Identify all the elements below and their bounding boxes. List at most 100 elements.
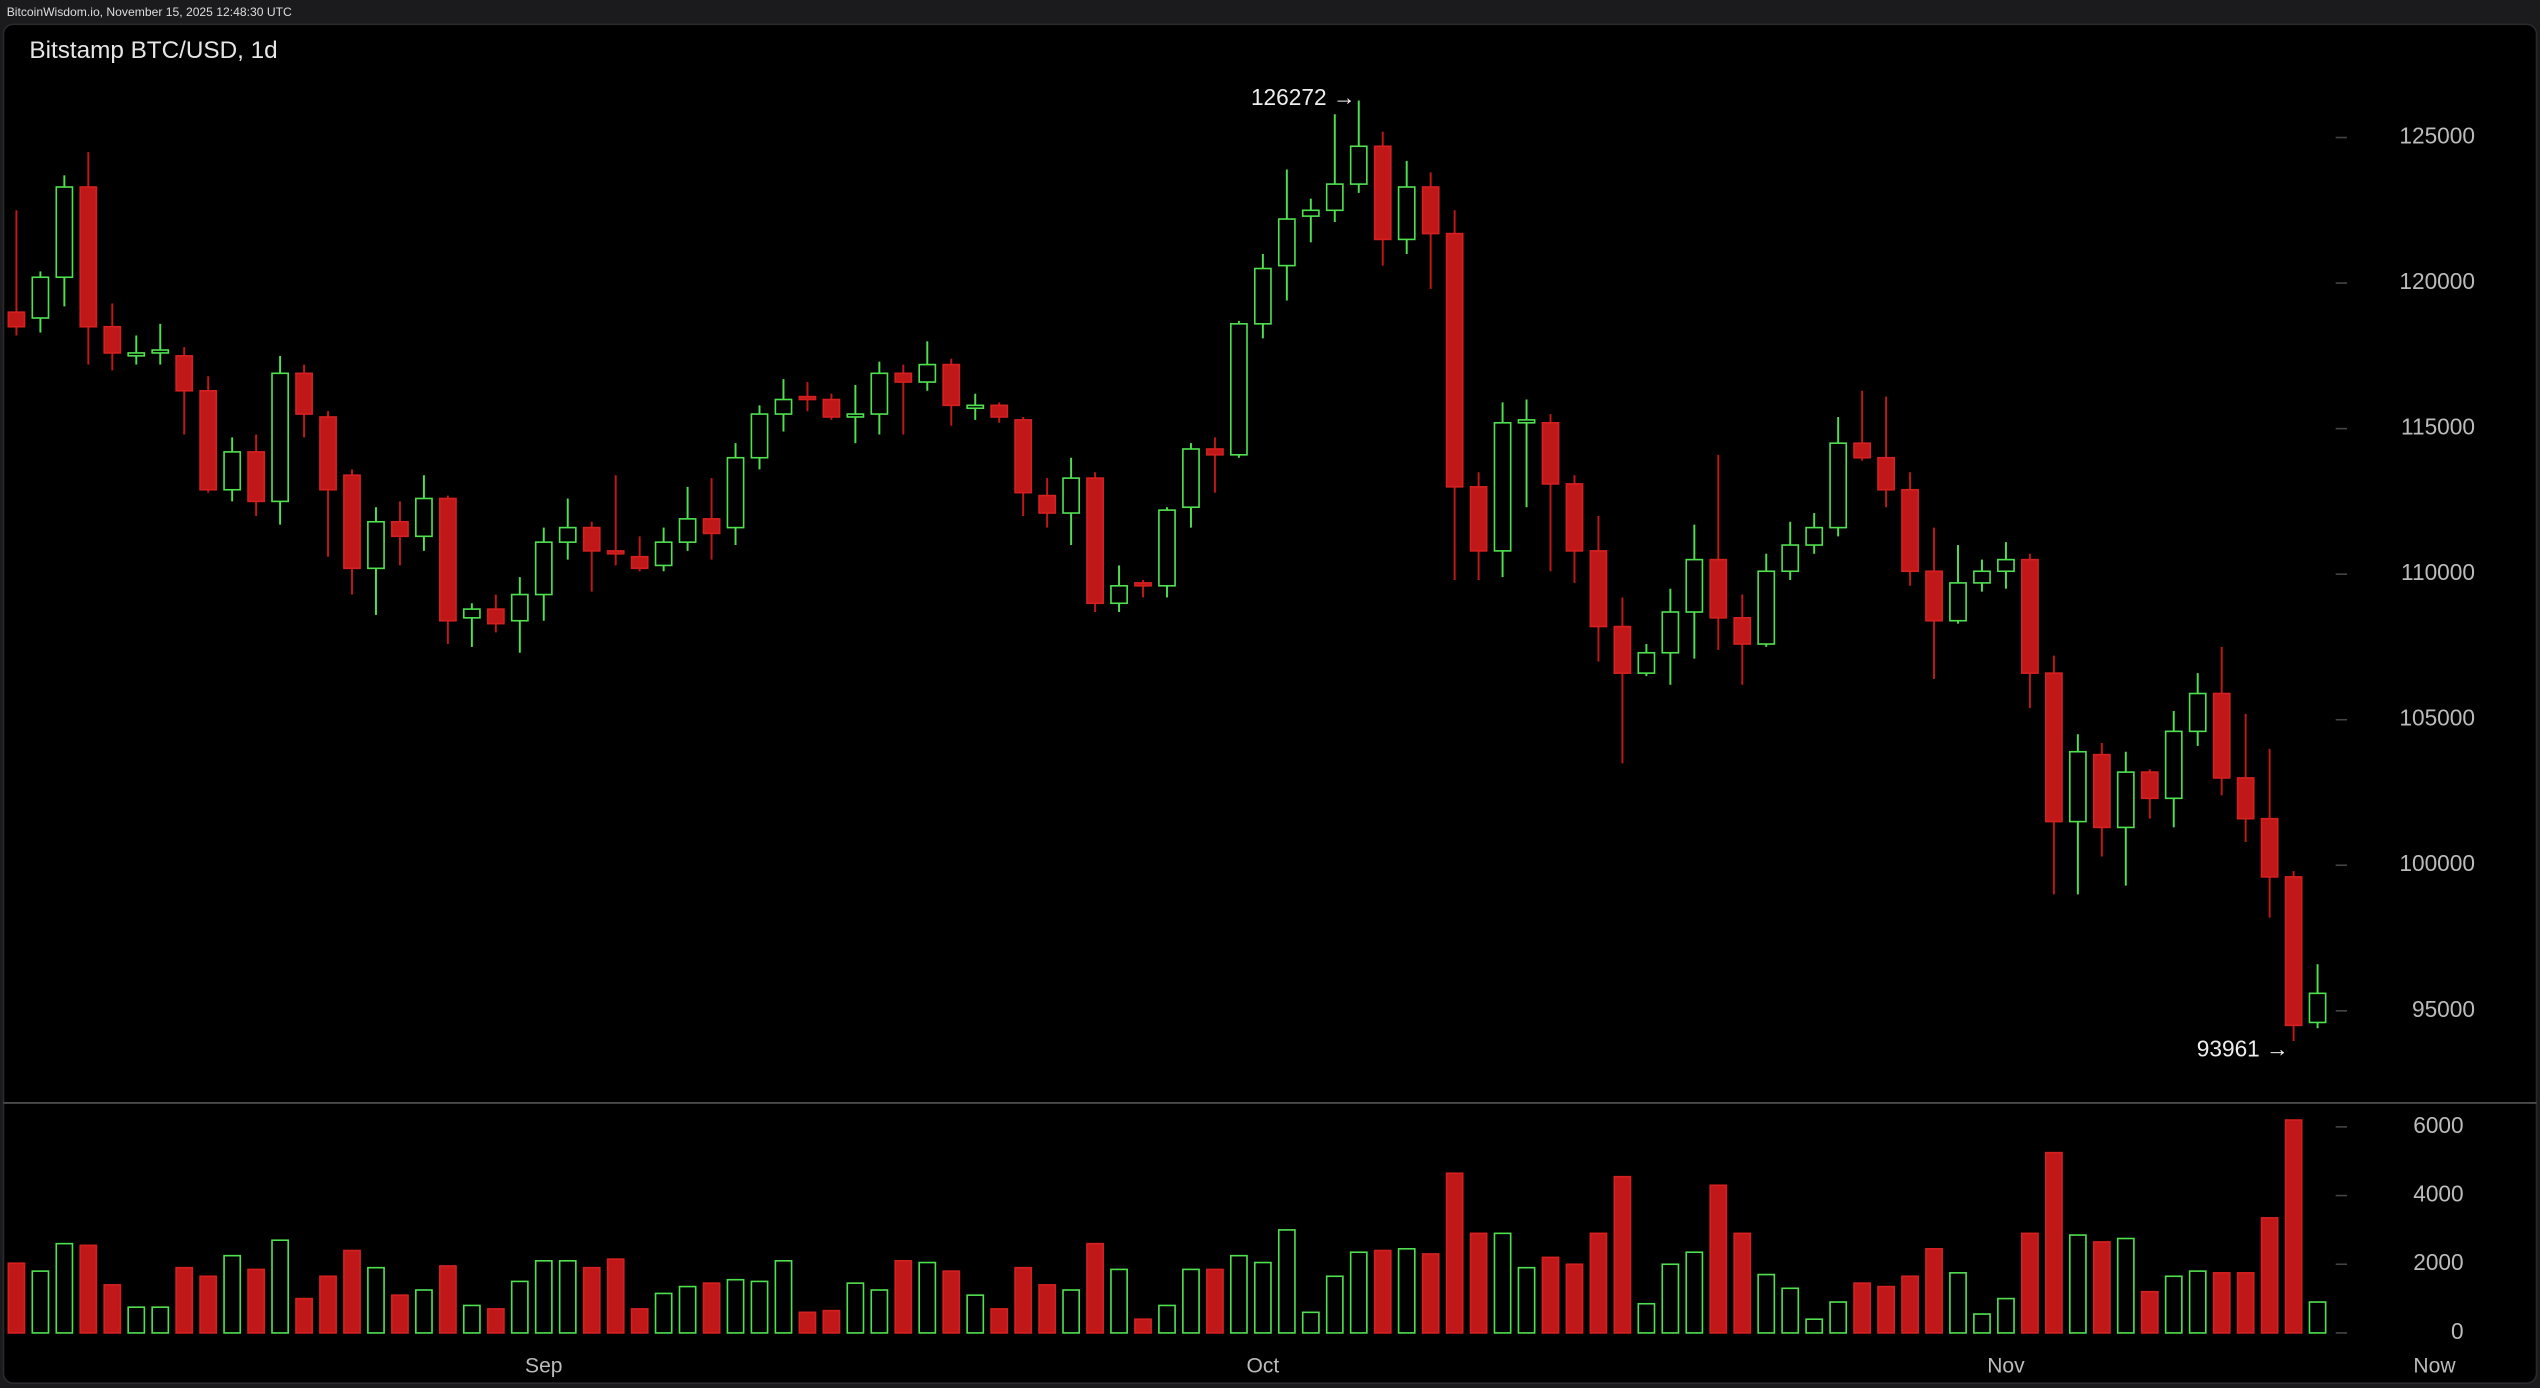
volume-bar	[127, 1306, 146, 1334]
volume-bar	[1829, 1301, 1848, 1334]
candle-body	[1997, 558, 2015, 573]
volume-bar	[2164, 1275, 2183, 1334]
candle-body	[367, 520, 385, 570]
candle-body	[2260, 817, 2279, 878]
volume-bar	[1517, 1266, 1536, 1334]
candle-body	[1182, 448, 1200, 509]
candle-body	[391, 520, 409, 538]
volume-bar	[1613, 1175, 1632, 1334]
volume-bar	[1014, 1266, 1033, 1334]
volume-bar	[438, 1265, 457, 1334]
candle-body	[2092, 753, 2111, 829]
candle-body	[1709, 558, 1728, 619]
candle-body	[1781, 544, 1800, 573]
volume-bar	[1038, 1284, 1057, 1334]
volume-bar	[1229, 1254, 1248, 1334]
volume-bar	[2260, 1217, 2279, 1334]
volume-bar	[2212, 1272, 2231, 1334]
candle-body	[1373, 145, 1392, 241]
volume-tick-label: 4000	[2413, 1181, 2463, 1207]
candle-body	[1206, 448, 1224, 456]
candle-body	[2236, 777, 2255, 820]
candle-body	[870, 372, 889, 415]
candle-body	[295, 372, 313, 415]
volume-bar	[654, 1292, 673, 1334]
candle-body	[103, 325, 122, 354]
candle-body	[1421, 186, 1440, 235]
candle-body	[1901, 488, 1919, 573]
volume-bar	[1301, 1311, 1320, 1334]
volume-bar	[1373, 1249, 1392, 1334]
volume-bar	[1997, 1297, 2015, 1334]
candle-body	[702, 518, 721, 535]
candle-body	[726, 456, 745, 529]
volume-bar	[1565, 1263, 1584, 1334]
y-tick-label: 110000	[2401, 559, 2475, 585]
candle-body	[271, 372, 290, 503]
candle-body	[1253, 267, 1272, 325]
volume-bar	[199, 1275, 218, 1334]
candle-body	[1733, 617, 1752, 645]
y-tick-label: 115000	[2401, 414, 2475, 440]
volume-bar	[1973, 1313, 1991, 1334]
volume-tick-label: 0	[2451, 1318, 2464, 1344]
volume-bar	[990, 1308, 1009, 1334]
candle-body	[415, 497, 433, 538]
volume-bar	[846, 1282, 865, 1334]
candle-body	[486, 608, 505, 625]
chart-panel	[2, 23, 2538, 1384]
candle-body	[894, 372, 913, 383]
candle-body	[1229, 323, 1248, 456]
candle-body	[918, 363, 937, 383]
candle-body	[750, 413, 769, 459]
volume-bar	[1325, 1275, 1344, 1334]
candle-body	[1853, 442, 1872, 459]
candle-body	[1877, 456, 1896, 491]
volume-bar	[1925, 1247, 1943, 1334]
candle-body	[2212, 692, 2231, 779]
candle-body	[822, 398, 841, 418]
volume-bar	[1469, 1232, 1488, 1334]
volume-bar	[726, 1278, 745, 1334]
candle-body	[2068, 750, 2087, 823]
volume-bar	[918, 1261, 937, 1334]
volume-bar	[2044, 1151, 2063, 1334]
volume-bar	[1277, 1229, 1296, 1334]
y-tick-label: 120000	[2399, 268, 2475, 294]
candle-body	[630, 555, 649, 570]
candle-body	[2188, 692, 2207, 733]
candle-body	[1349, 145, 1368, 185]
volume-bar	[2068, 1234, 2087, 1334]
candle-body	[534, 541, 553, 596]
volume-bar	[319, 1275, 337, 1334]
volume-bar	[391, 1294, 409, 1334]
volume-bar	[774, 1260, 793, 1334]
header: BitcoinWisdom.io, November 15, 2025 12:4…	[7, 5, 292, 19]
volume-bar	[798, 1311, 817, 1334]
candle-body	[2044, 672, 2063, 823]
candle-body	[2164, 730, 2183, 800]
volume-bar	[510, 1280, 529, 1334]
volume-bar	[1110, 1268, 1128, 1334]
y-tick-label: 105000	[2399, 705, 2475, 731]
candle-body	[1086, 477, 1104, 605]
candle-body	[7, 311, 26, 328]
volume-bar	[678, 1285, 697, 1334]
candle-body	[582, 526, 601, 552]
volume-bar	[2021, 1232, 2039, 1334]
candle-body	[1949, 582, 1967, 622]
candle-body	[247, 451, 266, 503]
candle-body	[1613, 625, 1632, 674]
candle-body	[1925, 570, 1943, 622]
candle-body	[1062, 477, 1081, 514]
volume-bar	[870, 1289, 889, 1334]
candle-body	[1445, 232, 1464, 488]
volume-bar	[223, 1254, 242, 1334]
candle-body	[462, 608, 481, 619]
volume-bar	[295, 1297, 313, 1334]
candle-body	[606, 550, 625, 555]
volume-bar	[534, 1260, 553, 1334]
volume-bar	[1158, 1304, 1176, 1334]
